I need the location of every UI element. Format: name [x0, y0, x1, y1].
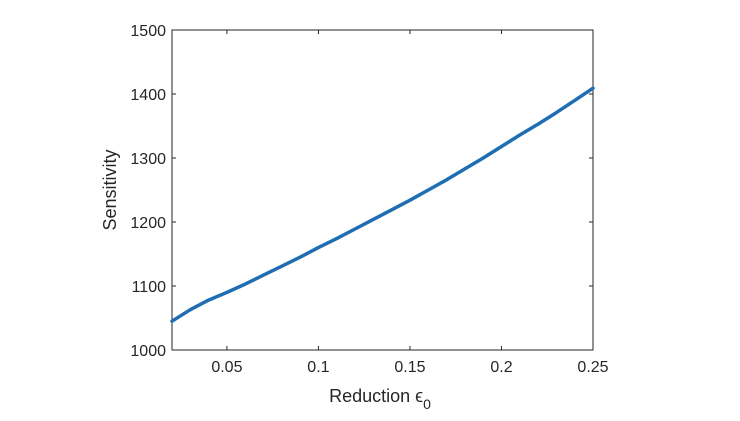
- x-axis-label-subscript: 0: [423, 396, 431, 412]
- x-axis: 0.05 0.1 0.15 0.2 0.25: [211, 30, 609, 376]
- y-tick-label: 1100: [132, 279, 167, 296]
- y-axis: 1000 1100 1200 1300 1400 1500: [130, 23, 593, 360]
- x-tick-label: 0.2: [490, 359, 512, 376]
- x-tick-label: 0.05: [211, 359, 242, 376]
- y-axis-label: Sensitivity: [100, 149, 120, 230]
- y-tick-label: 1400: [130, 87, 166, 104]
- x-axis-label-symbol: ϵ: [415, 386, 423, 406]
- series-layer: [170, 86, 595, 323]
- y-tick-label: 1300: [130, 151, 166, 168]
- x-tick-label: 0.1: [307, 359, 329, 376]
- y-tick-label: 1200: [130, 215, 166, 232]
- x-axis-label-text: Reduction: [329, 386, 410, 406]
- x-tick-label: 0.15: [394, 359, 425, 376]
- x-tick-label: 0.25: [577, 359, 608, 376]
- y-tick-label: 1000: [130, 343, 166, 360]
- x-axis-label: Reduction ϵ0: [329, 386, 431, 412]
- y-tick-label: 1500: [130, 23, 166, 40]
- series-line: [170, 86, 595, 323]
- plot-area: [171, 29, 594, 351]
